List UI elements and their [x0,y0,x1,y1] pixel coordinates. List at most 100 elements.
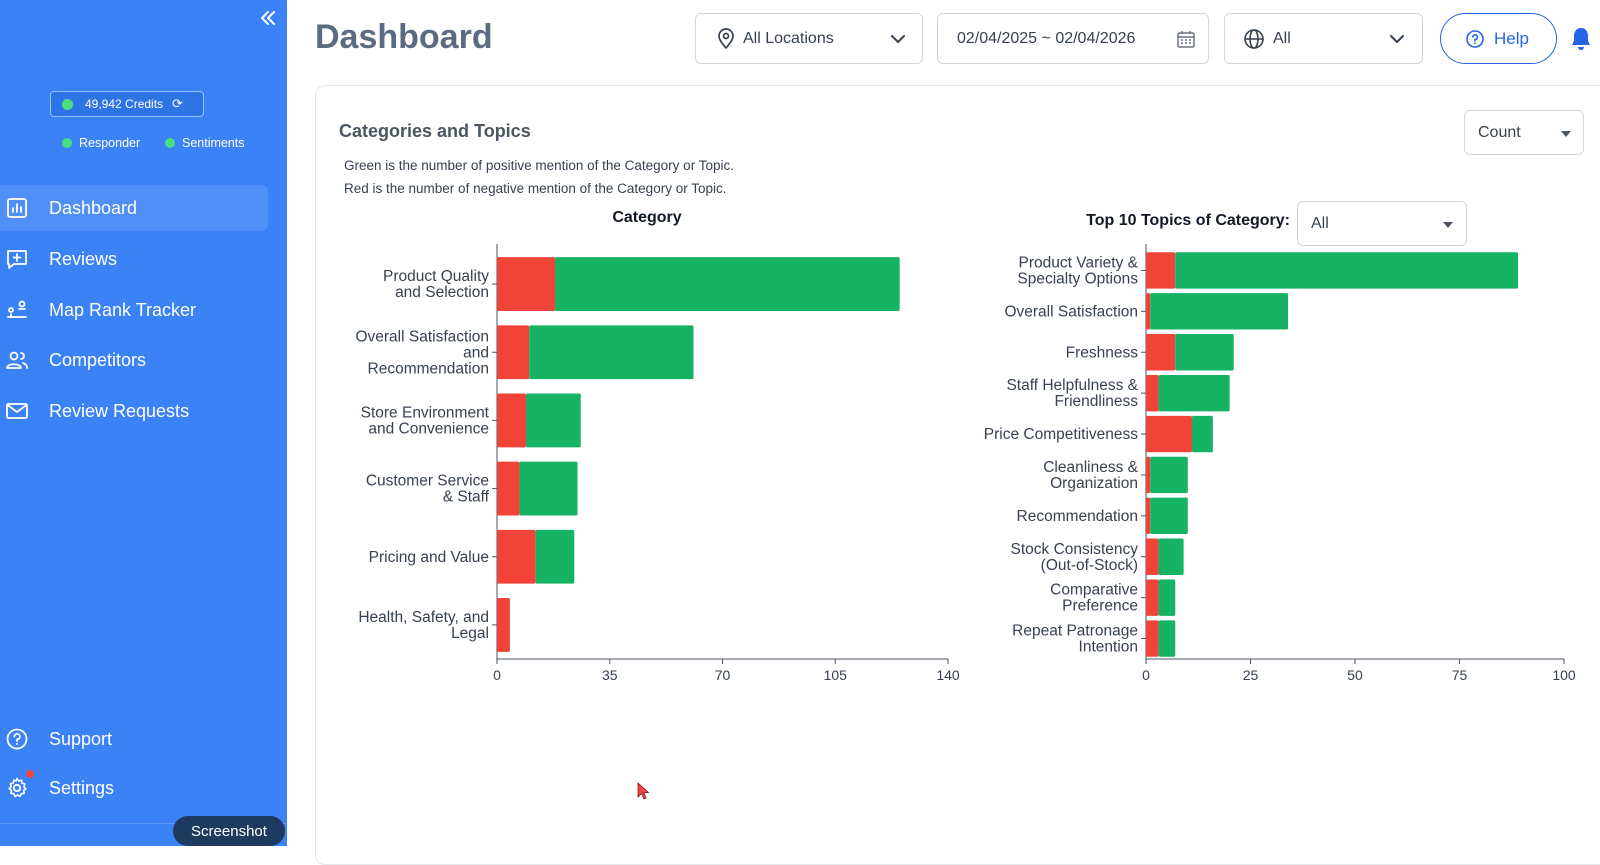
chevron-down-icon [891,34,905,43]
sidebar-item-competitors[interactable]: Competitors [0,337,268,383]
refresh-icon[interactable]: ⟳ [172,96,183,111]
topics-label: Top 10 Topics of Category: [1086,212,1290,229]
date-range-value: 02/04/2025 ~ 02/04/2026 [957,29,1136,47]
x-tick-label: 25 [1243,667,1259,683]
date-range-input[interactable]: 02/04/2025 ~ 02/04/2026 [937,13,1209,64]
status-dot-icon [62,98,73,110]
mouse-cursor-icon [637,782,650,800]
y-category-label: Store Environment and Convenience [361,404,490,437]
negative-bar[interactable] [1146,334,1176,371]
sidebar-item-label: Review Requests [49,400,190,421]
caret-down-icon [1443,222,1453,228]
positive-bar[interactable] [535,529,575,584]
negative-bar[interactable] [497,325,530,380]
globe-icon [1244,28,1264,49]
x-tick-label: 0 [1142,667,1150,683]
flag-responder: Responder [62,136,140,150]
y-category-label: Health, Safety, and Legal [358,609,489,642]
positive-bar[interactable] [1158,620,1176,657]
sidebar-item-review-requests[interactable]: Review Requests [0,388,268,434]
help-circle-icon [6,728,28,750]
sidebar: 49,942 Credits ⟳ Responder Sentiments Da… [0,0,287,846]
negative-bar[interactable] [1146,415,1192,453]
y-category-label: Customer Service & Staff [366,473,490,506]
negative-bar[interactable] [497,529,536,584]
help-button[interactable]: Help [1440,13,1557,64]
y-category-label: Product Variety & Specialty Options [1017,254,1138,287]
collapse-sidebar-icon[interactable] [258,8,278,28]
positive-bar[interactable] [1175,252,1519,289]
category-select[interactable]: All [1297,201,1467,246]
positive-bar[interactable] [1158,538,1184,575]
negative-bar[interactable] [1146,497,1151,535]
bell-icon[interactable] [1569,26,1593,52]
divider [0,823,287,824]
page-title: Dashboard [315,18,493,56]
positive-bar[interactable] [1150,293,1289,330]
positive-bar[interactable] [1191,415,1213,453]
positive-bar[interactable] [1158,579,1176,616]
sidebar-item-dashboard[interactable]: Dashboard [0,185,268,231]
location-select[interactable]: All Locations [695,13,923,64]
negative-bar[interactable] [1146,620,1159,657]
x-tick-label: 140 [936,667,960,683]
help-circle-icon [1466,29,1484,48]
negative-bar[interactable] [497,597,510,652]
negative-bar[interactable] [497,393,526,448]
legend-description-green: Green is the number of positive mention … [344,158,734,173]
credits-badge[interactable]: 49,942 Credits ⟳ [50,91,204,117]
negative-bar[interactable] [1146,293,1151,330]
positive-bar[interactable] [1158,374,1230,412]
sidebar-item-label: Competitors [49,349,147,370]
bar-chart-icon [7,198,27,218]
legend-description-red: Red is the number of negative mention of… [344,181,727,196]
y-category-label: Comparative Preference [1050,582,1138,615]
y-category-label: Stock Consistency (Out-of-Stock) [1011,541,1139,574]
positive-bar[interactable] [1150,497,1188,535]
positive-bar[interactable] [1150,456,1188,494]
positive-bar[interactable] [529,325,694,380]
negative-bar[interactable] [1146,538,1159,575]
sidebar-item-support[interactable]: Support [0,716,268,762]
x-tick-label: 70 [715,667,731,683]
y-category-label: Overall Satisfaction [1004,303,1138,320]
language-select[interactable]: All [1224,13,1423,64]
y-category-label: Staff Helpfulness & Friendliness [1006,377,1138,410]
category-select-value: All [1311,214,1329,232]
sidebar-item-label: Dashboard [49,197,138,218]
y-category-label: Recommendation [1017,508,1138,525]
flag-label: Sentiments [182,136,245,150]
negative-bar[interactable] [1146,252,1176,289]
x-tick-label: 105 [824,667,848,683]
metric-select[interactable]: Count [1464,110,1584,155]
help-label: Help [1494,28,1529,48]
location-value: All Locations [743,29,834,47]
sidebar-item-label: Settings [49,777,115,798]
calendar-icon [1177,30,1195,48]
negative-bar[interactable] [1146,579,1159,616]
negative-bar[interactable] [497,257,555,312]
positive-bar[interactable] [554,257,900,312]
screenshot-badge[interactable]: Screenshot [173,816,285,846]
negative-bar[interactable] [497,461,520,516]
mail-icon [6,403,28,419]
positive-bar[interactable] [519,461,578,516]
map-route-icon [7,300,27,318]
positive-bar[interactable] [525,393,581,448]
topics-chart: 0 25 50 75 100 Product Variety & Specialty Opt… [984,244,1576,683]
x-tick-label: 0 [493,667,501,683]
y-category-label: Repeat Patronage Intention [1012,623,1138,656]
sidebar-item-settings[interactable]: Settings [0,765,268,811]
location-pin-icon [718,27,734,49]
category-chart: Category 0 35 70 105 140 Product Quality and Se… [355,209,960,683]
positive-bar[interactable] [1175,334,1234,371]
review-icon [7,250,27,269]
y-category-label: Cleanliness & Organization [1043,459,1138,492]
sidebar-item-reviews[interactable]: Reviews [0,236,268,282]
negative-bar[interactable] [1146,374,1159,412]
negative-bar[interactable] [1146,456,1151,494]
x-tick-label: 50 [1347,667,1363,683]
notification-dot-icon [26,770,34,778]
sidebar-item-map-rank-tracker[interactable]: Map Rank Tracker [0,287,268,333]
y-category-label: Price Competitiveness [984,426,1138,443]
